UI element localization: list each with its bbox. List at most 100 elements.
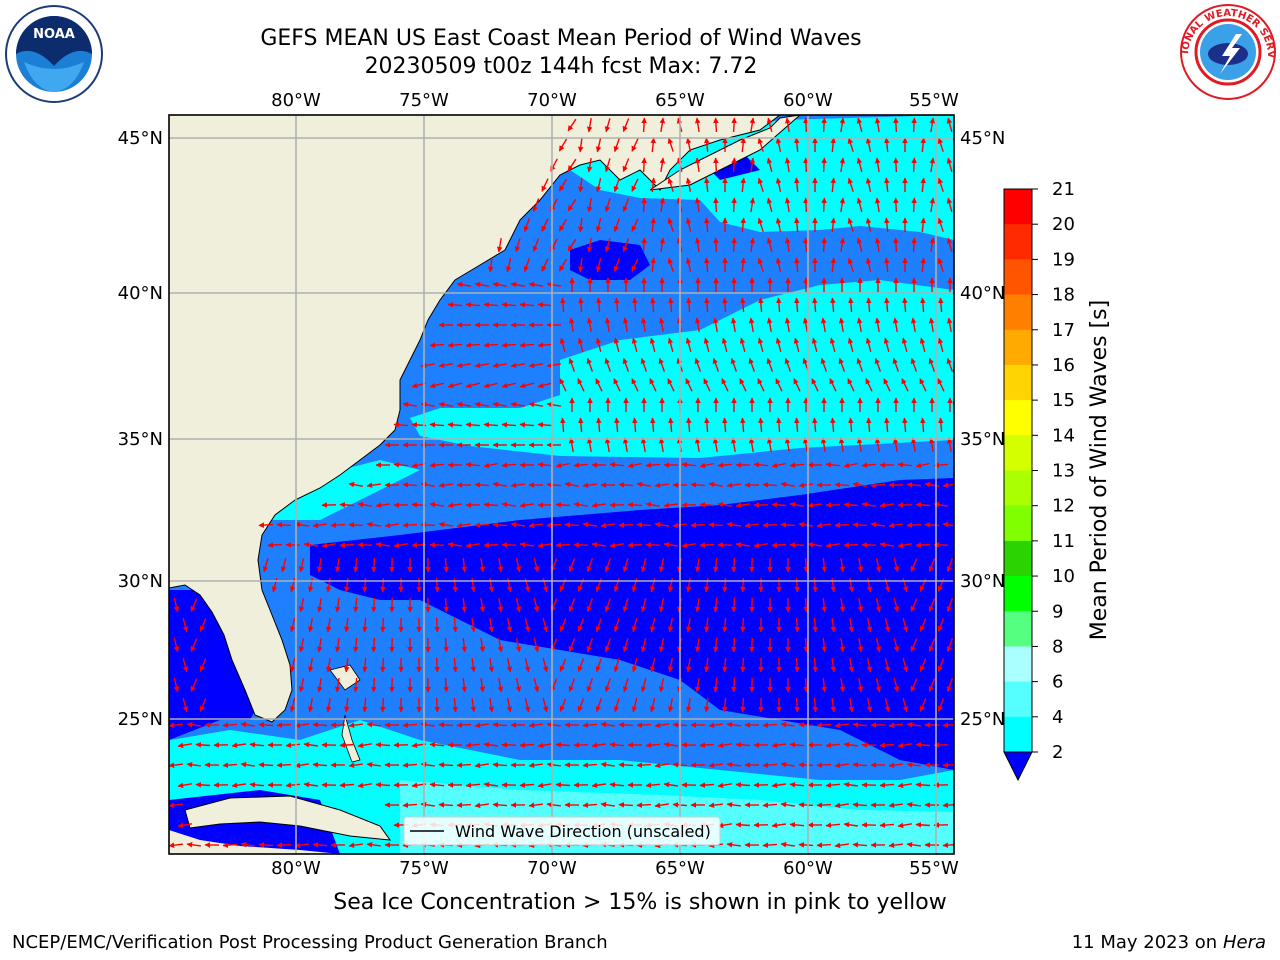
wave-direction-arrow (910, 317, 917, 333)
lat-label-right: 40°N (960, 283, 1005, 304)
wave-direction-arrow (429, 422, 445, 428)
colorbar-tick-label: 8 (1052, 636, 1063, 657)
wave-direction-arrow (830, 137, 836, 153)
wave-direction-arrow (740, 657, 746, 673)
wave-direction-arrow (276, 722, 292, 728)
wave-direction-arrow (595, 178, 602, 193)
wave-direction-arrow (928, 638, 936, 653)
wave-direction-arrow (195, 742, 211, 748)
wave-direction-arrow (731, 237, 737, 253)
wave-direction-arrow (492, 362, 508, 369)
wave-direction-arrow (488, 657, 495, 673)
wave-direction-arrow (542, 618, 549, 633)
wave-direction-arrow (609, 742, 625, 748)
wave-direction-arrow (843, 462, 858, 469)
wave-direction-arrow (470, 658, 477, 673)
wave-direction-arrow (789, 782, 805, 788)
wave-direction-arrow (910, 678, 918, 692)
wave-direction-arrow (915, 742, 931, 748)
wave-direction-arrow (339, 742, 355, 748)
wave-direction-arrow (803, 237, 809, 253)
wave-direction-arrow (582, 722, 598, 728)
wave-direction-arrow (893, 638, 900, 653)
wave-direction-arrow (169, 802, 183, 809)
wave-direction-arrow (843, 542, 859, 548)
wave-direction-arrow (618, 722, 634, 728)
wave-direction-arrow (946, 157, 953, 172)
wave-direction-arrow (726, 521, 742, 528)
wave-direction-arrow (775, 217, 782, 232)
wave-direction-arrow (573, 501, 589, 508)
wave-direction-arrow (461, 637, 467, 653)
wave-direction-arrow (699, 542, 715, 548)
wave-direction-arrow (937, 177, 944, 192)
wave-direction-arrow (343, 698, 350, 713)
wave-direction-arrow (811, 378, 819, 392)
wave-direction-arrow (586, 638, 594, 653)
wave-direction-arrow (699, 502, 715, 508)
wave-direction-arrow (312, 522, 328, 529)
wave-direction-arrow (631, 658, 638, 673)
wave-direction-arrow (546, 401, 562, 408)
wave-direction-arrow (685, 617, 692, 633)
wave-direction-arrow (757, 177, 764, 192)
wave-direction-arrow (789, 822, 805, 828)
colorbar-segment (1004, 400, 1032, 436)
wave-direction-arrow (735, 502, 751, 509)
wave-direction-arrow (942, 802, 954, 808)
wave-direction-arrow (371, 677, 377, 693)
wave-direction-arrow (794, 417, 800, 433)
wave-direction-arrow (748, 357, 756, 372)
wave-direction-arrow (893, 157, 899, 173)
noaa-logo: NOAA (5, 5, 103, 103)
wave-direction-arrow (794, 617, 800, 633)
wave-direction-arrow (541, 218, 549, 232)
wave-direction-arrow (447, 342, 463, 348)
wave-direction-arrow (631, 337, 638, 352)
wave-direction-arrow (712, 357, 720, 372)
wave-direction-arrow (839, 557, 846, 573)
wave-direction-arrow (199, 618, 207, 632)
colorbar-segment (1004, 470, 1032, 507)
wave-direction-arrow (658, 678, 665, 693)
wave-direction-arrow (240, 761, 256, 768)
wave-direction-arrow (740, 417, 746, 433)
wave-direction-arrow (884, 618, 891, 633)
wave-direction-arrow (839, 197, 846, 213)
wave-direction-arrow (946, 437, 953, 453)
wave-direction-arrow (604, 638, 611, 653)
wave-direction-arrow (528, 802, 543, 809)
wave-direction-arrow (731, 677, 737, 693)
wave-direction-arrow (825, 822, 841, 828)
wave-direction-arrow (794, 577, 800, 593)
wave-direction-arrow (726, 841, 741, 848)
wave-direction-arrow (222, 762, 238, 768)
wave-direction-arrow (173, 678, 180, 693)
wave-direction-arrow (874, 197, 881, 213)
wave-direction-arrow (780, 761, 796, 768)
wave-direction-arrow (524, 618, 531, 633)
wave-direction-arrow (694, 157, 701, 173)
wave-direction-arrow (726, 801, 741, 808)
map-gridlines (169, 115, 954, 854)
wave-direction-arrow (946, 357, 954, 372)
wave-direction-arrow (847, 177, 854, 192)
wave-direction-arrow (429, 501, 445, 508)
wave-direction-arrow (658, 558, 665, 573)
wave-direction-arrow (658, 598, 665, 613)
wave-direction-arrow (447, 302, 463, 308)
wave-direction-arrow (613, 698, 620, 713)
wave-direction-arrow (825, 462, 841, 468)
wave-direction-arrow (892, 317, 899, 333)
wave-direction-arrow (537, 382, 552, 389)
wave-direction-arrow (816, 802, 832, 808)
wave-direction-arrow (506, 657, 513, 673)
wave-direction-arrow (874, 317, 881, 333)
wave-direction-arrow (740, 297, 746, 313)
wave-direction-arrow (884, 257, 890, 273)
wave-direction-arrow (739, 378, 747, 392)
wave-direction-arrow (749, 157, 756, 173)
wave-direction-arrow (865, 337, 872, 352)
wave-direction-arrow (865, 137, 872, 152)
wave-direction-arrow (893, 558, 900, 573)
